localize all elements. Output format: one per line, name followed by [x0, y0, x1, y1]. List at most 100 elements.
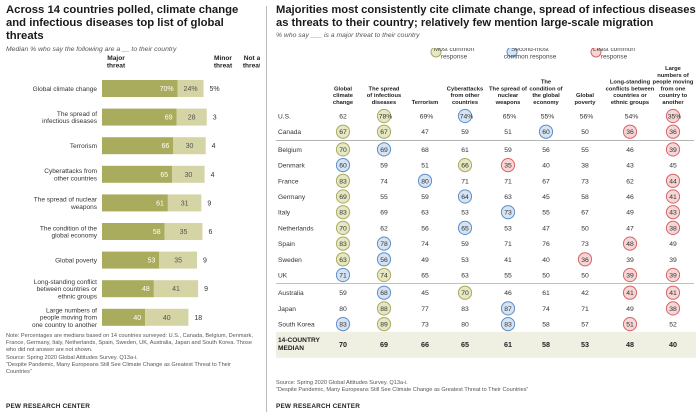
cell-value: 60	[542, 129, 550, 136]
bar-major	[102, 223, 165, 240]
cell-value: 39	[626, 273, 634, 280]
category-label: Global climate change	[33, 86, 98, 93]
left-source: Source: Spring 2020 Global Attitudes Sur…	[6, 354, 138, 361]
highlight-circle	[577, 252, 593, 267]
highlight-circle	[500, 158, 516, 173]
cell-value: 60	[339, 163, 347, 170]
highlight-circle	[335, 189, 351, 204]
column-header: Terrorism	[412, 100, 439, 106]
highlight-circle	[335, 252, 351, 267]
cell-value: 65	[461, 225, 469, 232]
highlight-circle	[335, 158, 351, 173]
legend-label: Most common response	[434, 48, 475, 61]
median-value: 40	[669, 340, 677, 349]
cell-value: 39	[669, 273, 677, 280]
value-not: 9	[204, 286, 208, 293]
cell-value: 74	[542, 306, 550, 313]
cell-value: 55	[542, 210, 550, 217]
threat-bar-chart: Major threat Minor threat Not a threat Global …	[32, 55, 260, 328]
highlight-circle	[622, 267, 638, 283]
cell-value: 40	[542, 163, 550, 170]
highlight-circle	[376, 236, 392, 251]
right-table-title: Majorities most consistently cite climat…	[276, 4, 696, 29]
value-major: 48	[142, 286, 150, 293]
row-country: Germany	[278, 194, 306, 201]
row-country: Denmark	[278, 163, 305, 170]
cell-value: 71	[339, 273, 347, 280]
cell-value: 61	[542, 290, 550, 297]
highlight-circle	[622, 236, 638, 251]
value-minor: 40	[163, 315, 171, 322]
cell-value: 67	[581, 210, 589, 217]
highlight-circle	[335, 142, 351, 157]
highlight-circle	[500, 317, 516, 332]
cell-value: 53	[461, 257, 469, 264]
cell-value: 39	[626, 257, 634, 264]
bar-minor	[177, 80, 204, 97]
value-minor: 41	[172, 286, 180, 293]
cell-value: 38	[669, 306, 677, 313]
bar-major	[102, 165, 173, 183]
cell-value: 50	[542, 273, 550, 280]
right-table-subtitle: % who say ___ is a major threat to their…	[276, 32, 420, 39]
cell-value: 67	[380, 129, 388, 136]
cell-value: 44	[669, 178, 677, 185]
left-brand-logo: PEW RESEARCH CENTER	[6, 403, 91, 410]
value-major: 70%	[160, 86, 174, 93]
highlight-circle	[335, 267, 351, 283]
highlight-circle	[335, 236, 351, 251]
cell-value: 71	[504, 178, 512, 185]
column-header: Large numbers of people moving from one coun…	[653, 66, 694, 106]
cell-value: 63	[461, 273, 469, 280]
highlight-circle	[457, 158, 473, 173]
cell-value: 53	[504, 225, 512, 232]
row-country: France	[278, 178, 299, 185]
highlight-circle	[335, 124, 351, 139]
cell-value: 47	[626, 225, 634, 232]
value-major: 66	[161, 143, 169, 150]
cell-value: 83	[339, 322, 347, 329]
cell-value: 35%	[668, 114, 682, 121]
cell-value: 77	[421, 306, 429, 313]
bar-minor	[176, 108, 207, 126]
bar-minor	[164, 223, 203, 240]
cell-value: 88	[380, 306, 388, 313]
cell-value: 69	[380, 210, 388, 217]
highlight-circle	[335, 317, 351, 332]
cell-value: 76	[542, 241, 550, 248]
highlight-circle	[665, 142, 681, 157]
highlight-circle	[417, 173, 433, 188]
cell-value: 45	[669, 163, 677, 170]
cell-value: 51	[504, 129, 512, 136]
cell-value: 71	[504, 241, 512, 248]
column-header: Global climate change	[333, 86, 354, 106]
cell-value: 54%	[625, 114, 639, 121]
cell-value: 67	[542, 178, 550, 185]
cell-value: 55	[380, 194, 388, 201]
cell-value: 35	[504, 163, 512, 170]
median-label: 14-COUNTRY MEDIAN	[278, 337, 320, 352]
highlight-circle	[665, 301, 681, 316]
highlight-circle	[500, 301, 516, 316]
median-value: 66	[421, 340, 429, 349]
value-not: 18	[194, 315, 202, 322]
cell-value: 56	[542, 147, 550, 154]
highlight-circle	[665, 220, 681, 235]
legend-circle	[430, 48, 442, 58]
column-header: The spread of infectious diseases	[367, 86, 401, 106]
median-row-bg	[276, 331, 696, 358]
legend-label: Second-most common response	[504, 48, 557, 61]
bar-major	[102, 194, 168, 212]
cell-value: 70	[339, 225, 347, 232]
row-country: Japan	[278, 306, 296, 313]
cell-value: 47	[421, 129, 429, 136]
left-report-title: “Despite Pandemic, Many Europeans Still …	[6, 361, 231, 376]
bar-major	[102, 137, 174, 155]
cell-value: 51	[626, 322, 634, 329]
row-country: Spain	[278, 241, 295, 248]
value-major: 58	[153, 229, 161, 236]
cell-value: 70	[339, 147, 347, 154]
cell-value: 49	[626, 306, 634, 313]
value-minor: 35	[180, 229, 188, 236]
category-label: Global poverty	[55, 258, 98, 265]
